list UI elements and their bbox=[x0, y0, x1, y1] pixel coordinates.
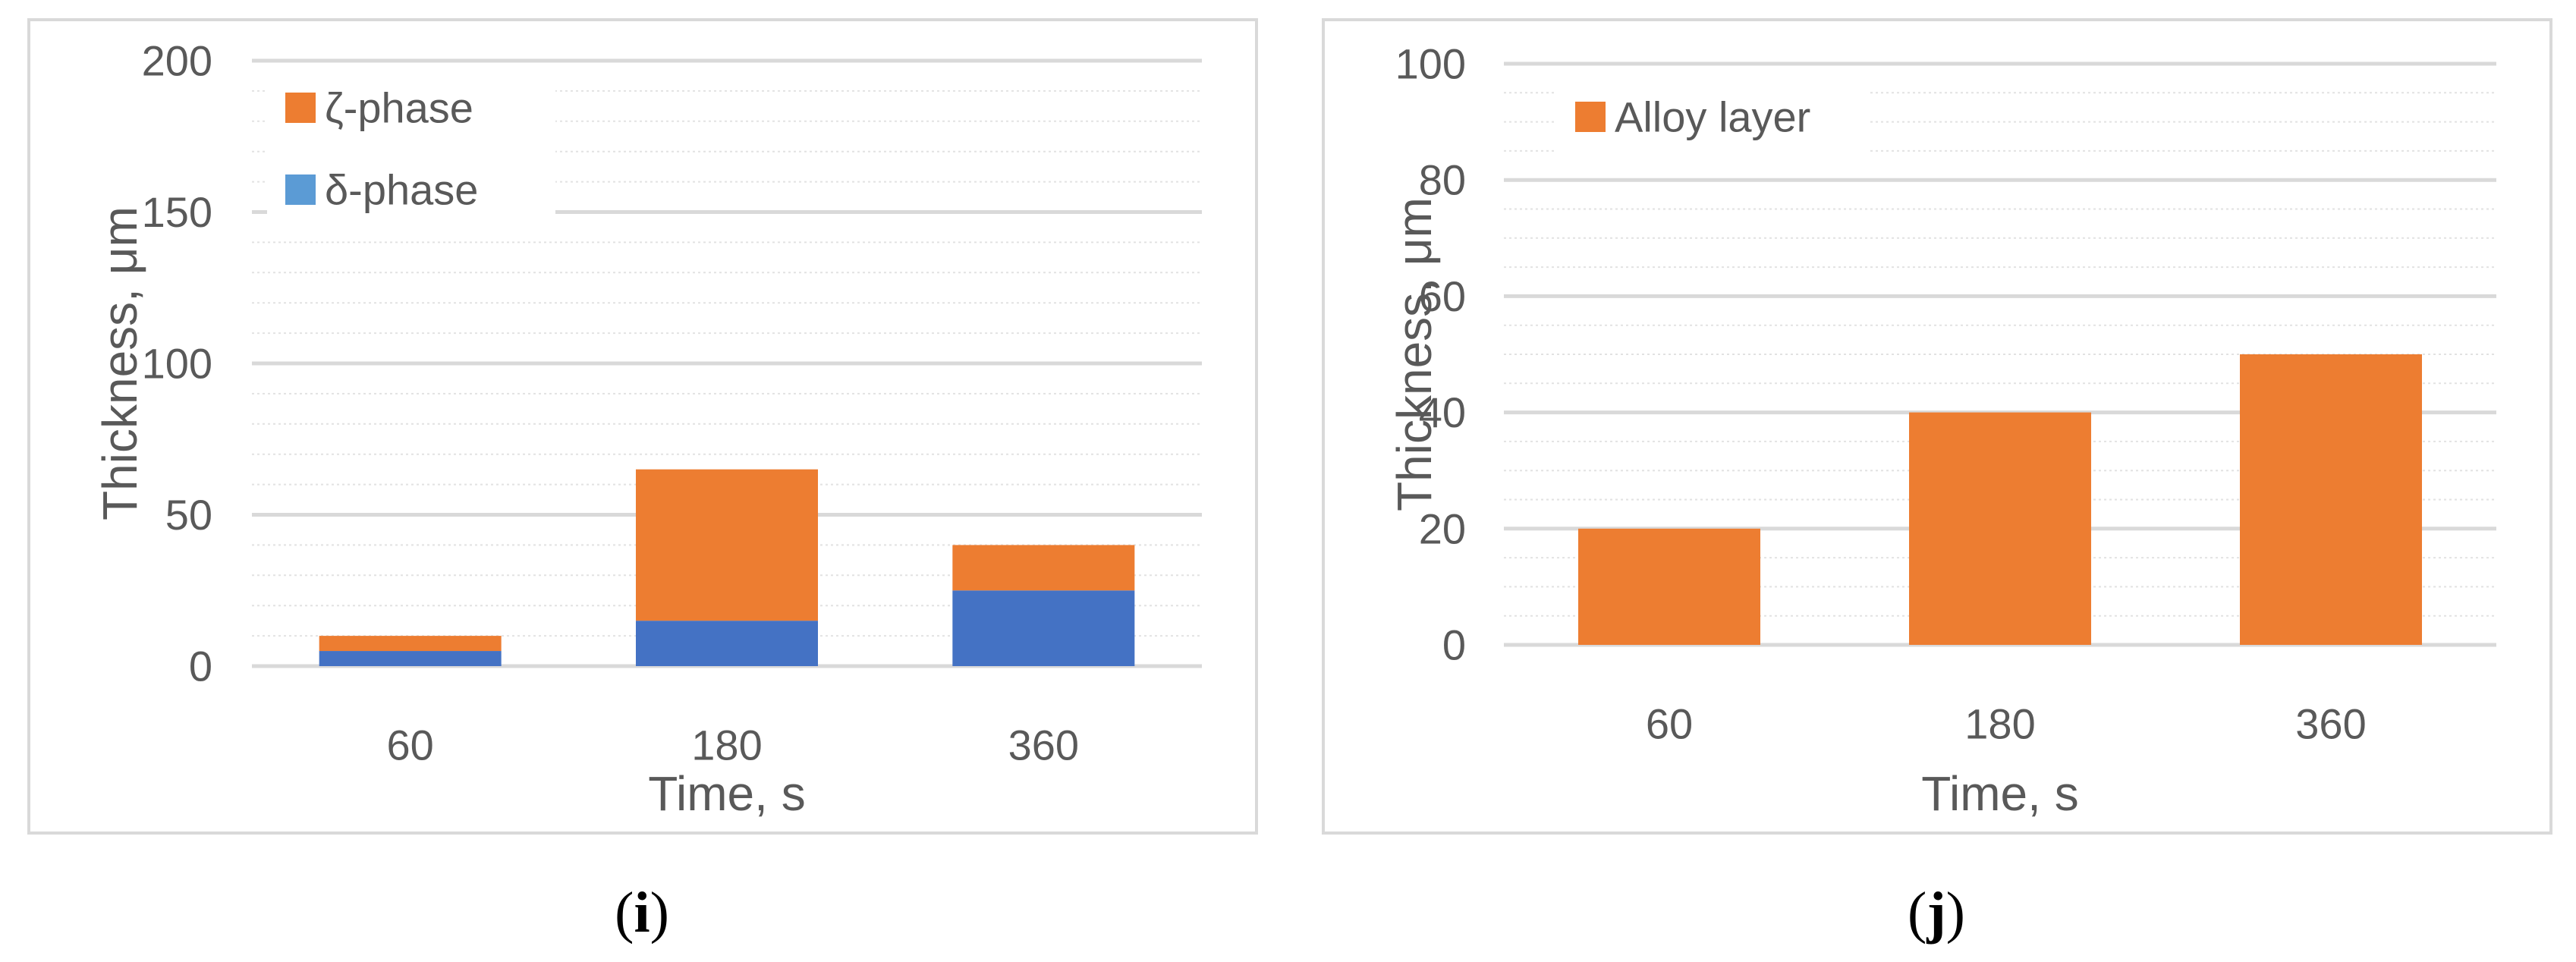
x-axis-title: Time, s bbox=[648, 766, 805, 821]
legend-background bbox=[1557, 76, 1868, 158]
bar-phase-60 bbox=[319, 636, 502, 652]
legend: Alloy layer bbox=[1557, 76, 1868, 158]
bar-phase-360 bbox=[952, 545, 1135, 591]
chart-panel-j: 0 20 40 60 80 100 60 180 360 Time, s Thickness, μm… bbox=[1322, 18, 2552, 835]
x-axis-title: Time, s bbox=[1921, 766, 2078, 821]
caption-j-letter: j bbox=[1926, 881, 1946, 945]
caption-j-open: ( bbox=[1908, 881, 1927, 945]
y-tick-label: 100 bbox=[142, 340, 212, 388]
y-tick-label: 60 bbox=[1419, 272, 1466, 320]
y-axis-title: Thickness, μm bbox=[1387, 197, 1442, 511]
caption-i-close: ) bbox=[650, 881, 669, 945]
bar-phase-360 bbox=[952, 590, 1135, 666]
legend-swatch bbox=[285, 174, 316, 205]
x-tick-label: 180 bbox=[691, 722, 762, 769]
y-tick-label: 0 bbox=[189, 643, 212, 690]
legend-label: ζ-phase bbox=[325, 84, 473, 132]
caption-i: (i) bbox=[615, 880, 669, 946]
y-axis-title: Thickness, μm bbox=[93, 206, 147, 520]
chart-panel-i: 0 50 100 150 200 60 180 360 Time, s Thickness, μm… bbox=[27, 18, 1258, 835]
legend: ζ-phase δ-phase bbox=[267, 67, 555, 231]
y-tick-label: 20 bbox=[1419, 505, 1466, 552]
y-tick-label: 50 bbox=[165, 491, 212, 539]
legend-label: δ-phase bbox=[325, 166, 478, 214]
y-tick-label: 40 bbox=[1419, 388, 1466, 436]
y-tick-label: 200 bbox=[142, 37, 212, 85]
y-tick-label: 150 bbox=[142, 188, 212, 236]
caption-j-close: ) bbox=[1945, 881, 1965, 945]
bar-phase-180 bbox=[636, 621, 818, 666]
chart-svg-i: 0 50 100 150 200 60 180 360 Time, s Thickness, μm… bbox=[93, 37, 1202, 821]
y-tick-label: 100 bbox=[1395, 40, 1466, 88]
bar-alloy-layer-360 bbox=[2240, 354, 2422, 645]
bar-phase-180 bbox=[636, 469, 818, 621]
x-tick-label: 180 bbox=[1964, 700, 2035, 748]
caption-i-open: ( bbox=[615, 881, 634, 945]
y-tick-label: 0 bbox=[1442, 621, 1466, 669]
y-tick-label: 80 bbox=[1419, 156, 1466, 204]
x-tick-label: 360 bbox=[1008, 722, 1079, 769]
x-tick-label: 60 bbox=[1646, 700, 1693, 748]
legend-swatch bbox=[285, 93, 316, 123]
legend-label: Alloy layer bbox=[1615, 93, 1810, 141]
caption-i-letter: i bbox=[634, 881, 650, 945]
bar-phase-60 bbox=[319, 651, 502, 666]
x-tick-label: 360 bbox=[2295, 700, 2366, 748]
x-tick-label: 60 bbox=[387, 722, 434, 769]
chart-svg-j: 0 20 40 60 80 100 60 180 360 Time, s Thickness, μm… bbox=[1387, 40, 2496, 821]
caption-j: (j) bbox=[1908, 880, 1965, 946]
legend-swatch bbox=[1575, 102, 1606, 132]
bar-alloy-layer-180 bbox=[1909, 412, 2091, 645]
bar-alloy-layer-60 bbox=[1578, 528, 1760, 645]
